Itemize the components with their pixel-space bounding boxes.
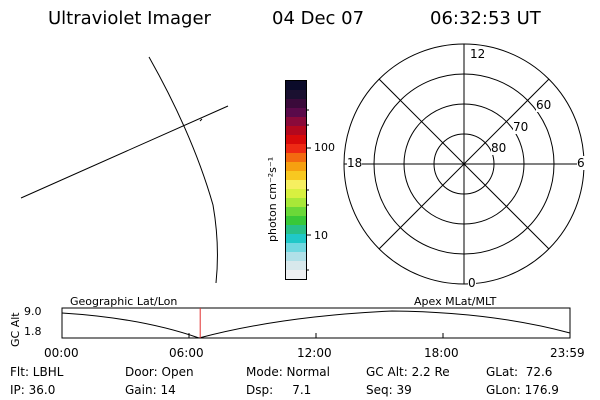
observation-time: 06:32:53 UT — [430, 8, 541, 29]
colorbar-swatch — [286, 252, 306, 261]
lat-label-80: 80 — [491, 141, 507, 155]
colorbar-tick-100: 100 — [314, 141, 335, 154]
status-geo-latitude: GLat: 72.6 — [486, 365, 553, 379]
timeline-right-label: Apex MLat/MLT — [414, 295, 497, 308]
timeline-y-tick-min: 1.8 — [24, 325, 42, 338]
observation-date: 04 Dec 07 — [272, 8, 365, 29]
status-ip: IP: 36.0 — [10, 383, 56, 397]
colorbar-swatch — [286, 171, 306, 180]
colorbar-unit-label: photon cm⁻²s⁻¹ — [266, 156, 279, 242]
colorbar-swatch — [286, 261, 306, 270]
timeline-x-tick-2359: 23:59 — [550, 346, 585, 360]
colorbar-swatch — [286, 117, 306, 126]
colorbar-swatch — [286, 180, 306, 189]
altitude-timeline — [61, 307, 571, 339]
timeline-left-label: Geographic Lat/Lon — [70, 295, 178, 308]
colorbar-tick-10: 10 — [314, 229, 328, 242]
colorbar — [285, 80, 307, 280]
status-sequence: Seq: 39 — [366, 383, 412, 397]
lat-label-70: 70 — [513, 120, 529, 134]
status-dsp: Dsp: 7.1 — [246, 383, 312, 397]
colorbar-ticks — [307, 109, 311, 271]
colorbar-swatch — [286, 90, 306, 99]
colorbar-swatch — [286, 144, 306, 153]
latitude-line — [20, 105, 229, 199]
colorbar-swatch — [286, 198, 306, 207]
timeline-ticks — [61, 333, 571, 338]
colorbar-swatch — [286, 162, 306, 171]
instrument-title: Ultraviolet Imager — [48, 8, 211, 29]
colorbar-swatch — [286, 189, 306, 198]
timeline-x-tick-1200: 12:00 — [297, 346, 332, 360]
longitude-line — [148, 56, 218, 284]
polar-plot — [343, 43, 585, 285]
timeline-x-tick-1800: 18:00 — [424, 346, 459, 360]
geographic-grid-panel — [20, 56, 229, 284]
status-gain: Gain: 14 — [125, 383, 176, 397]
colorbar-swatch — [286, 153, 306, 162]
polar-diagonal-2 — [378, 78, 550, 250]
altitude-curve — [61, 310, 571, 339]
colorbar-swatch — [286, 135, 306, 144]
mlt-label-0: 0 — [468, 276, 476, 290]
status-filter: Flt: LBHL — [10, 365, 64, 379]
status-gc-altitude: GC Alt: 2.2 Re — [366, 365, 450, 379]
timeline-y-axis-label: GC Alt — [9, 312, 22, 347]
lat-label-60: 60 — [536, 98, 552, 112]
colorbar-swatch — [286, 216, 306, 225]
tick-mark — [199, 118, 203, 122]
timeline-x-tick-0000: 00:00 — [44, 346, 79, 360]
colorbar-swatch — [286, 207, 306, 216]
status-door: Door: Open — [125, 365, 194, 379]
colorbar-swatch — [286, 225, 306, 234]
colorbar-swatch — [286, 81, 306, 90]
colorbar-swatch — [286, 234, 306, 243]
colorbar-swatch — [286, 270, 306, 279]
status-geo-longitude: GLon: 176.9 — [486, 383, 559, 397]
colorbar-swatch — [286, 243, 306, 252]
mlt-label-18: 18 — [347, 156, 363, 170]
status-mode: Mode: Normal — [246, 365, 330, 379]
colorbar-swatch — [286, 108, 306, 117]
timeline-y-tick-max: 9.0 — [24, 305, 42, 318]
mlt-label-6: 6 — [577, 156, 585, 170]
colorbar-swatch — [286, 126, 306, 135]
timeline-x-tick-0600: 06:00 — [169, 346, 204, 360]
colorbar-swatch — [286, 99, 306, 108]
mlt-label-12: 12 — [469, 47, 487, 61]
